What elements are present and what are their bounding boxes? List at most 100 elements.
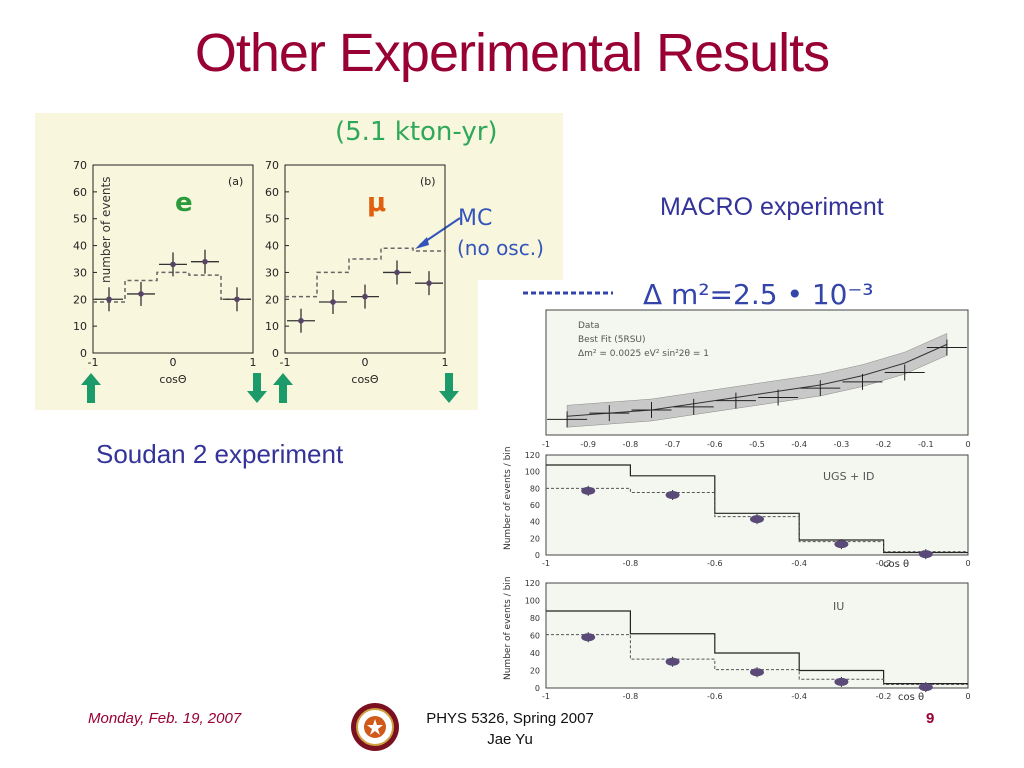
fit-line [567,343,948,417]
soudan-caption: Soudan 2 experiment [96,439,344,469]
macro-p1-xtick-label: -1 [542,440,550,449]
macro-hist-point [665,657,680,666]
macro-mc-histogram [546,610,968,685]
soudan-axes-frame [92,164,254,354]
soudan-xtick-label: 0 [362,356,369,369]
macro-p1-xtick-label: -0.7 [665,440,681,449]
mc-arrow-head [415,237,429,249]
soudan-ytick-label: 70 [265,159,279,172]
data-point [234,296,240,303]
macro-p1-xtick-label: -0.6 [707,440,723,449]
macro-xtick-label: -0.2 [876,559,892,568]
soudan-xtick-label: 0 [170,356,177,369]
soudan-ylabel: number of events [99,177,113,283]
macro-ytick-label: 120 [525,579,540,588]
macro-xlabel-3: cos θ [898,692,924,703]
macro-panel-3-label: IU [833,600,844,613]
panel-tag: (b) [420,175,436,188]
macro-hist-point [918,683,933,692]
footer-course: PHYS 5326, Spring 2007 [426,710,594,727]
macro-ytick-label: 100 [525,468,540,477]
macro-ytick-label: 0 [535,684,540,693]
macro-ylabel-3: Number of events / bin [503,576,513,680]
macro-ytick-label: 80 [530,614,540,623]
macro-hist-point [834,677,849,686]
data-point [106,296,112,303]
university-seal [350,702,400,752]
macro-xlabel-2: cos θ [883,559,909,570]
macro-ytick-label: 120 [525,451,540,460]
macro-ytick-label: 60 [530,501,540,510]
dm2-label: Δ m²=2.5 • 10⁻³ [643,280,874,311]
macro-p1-xtick-label: -0.8 [623,440,639,449]
macro-xtick-label: -0.6 [707,559,723,568]
macro-ytick-label: 100 [525,597,540,606]
macro-p1-xtick-label: -0.9 [580,440,596,449]
macro-xtick-label: -0.6 [707,692,723,701]
macro-hist-point [665,491,680,499]
up-arrow-icon [273,373,293,403]
macro-p1-xtick-label: 0 [965,440,970,449]
soudan-xlabel: cosΘ [159,373,187,386]
down-arrow-icon [439,373,459,403]
macro-xtick-label: 0 [965,559,970,568]
macro-xtick-label: -0.4 [791,692,807,701]
data-point [138,291,144,297]
macro-hist-point [750,668,764,677]
soudan-xtick-label: 1 [250,356,257,369]
soudan-xtick-label: 1 [442,356,449,369]
macro-xtick-label: -1 [542,692,550,701]
soudan-chart: (5.1 kton-yr) number of events MC (no os… [73,117,544,403]
soudan-ytick-label: 0 [80,347,87,360]
macro-p1-xtick-label: -0.3 [834,440,850,449]
soudan-ytick-label: 40 [73,240,87,253]
macro-ytick-label: 60 [530,632,540,641]
soudan-xlabel: cosΘ [351,373,379,386]
macro-xtick-label: 0 [965,692,970,701]
legend-dm2: Δm² = 0.0025 eV² sin²2θ = 1 [578,349,709,359]
data-point [330,299,336,305]
soudan-xtick-label: -1 [280,356,291,369]
panel-symbol: μ [367,188,386,218]
soudan-ytick-label: 0 [272,347,279,360]
data-point [170,261,176,268]
macro-figure: Δ m²=2.5 • 10⁻³ Data Best Fit (5RSU) Δm²… [478,278,990,706]
macro-p1-xtick-label: -0.2 [876,440,892,449]
macro-ytick-label: 40 [530,649,540,658]
data-point [394,269,400,276]
mc-histogram [93,271,253,303]
macro-hist-point [834,540,849,549]
macro-panel-2-frame [545,454,969,556]
soudan-ytick-label: 10 [73,320,87,333]
soudan-ytick-label: 20 [265,293,279,306]
soudan-ytick-label: 60 [73,186,87,199]
macro-ytick-label: 40 [530,518,540,527]
up-arrow-icon [81,373,101,403]
exposure-label: (5.1 kton-yr) [335,117,498,147]
macro-panel-2-label: UGS + ID [823,470,874,483]
macro-ytick-label: 80 [530,484,540,493]
macro-fit-histogram [546,487,968,553]
macro-xtick-label: -0.8 [623,559,639,568]
macro-ytick-label: 20 [530,667,540,676]
panel-symbol: e [175,188,193,218]
soudan-ytick-label: 20 [73,293,87,306]
soudan-ytick-label: 50 [73,213,87,226]
seal-icon [351,703,399,751]
macro-hist-point [581,633,596,642]
macro-p1-xtick-label: -0.1 [918,440,934,449]
soudan-ytick-label: 60 [265,186,279,199]
soudan-ytick-label: 30 [73,266,87,279]
down-arrow-icon [247,373,267,403]
data-point [298,317,304,324]
soudan-ytick-label: 50 [265,213,279,226]
legend-bestfit: Best Fit (5RSU) [578,335,646,345]
macro-xtick-label: -0.2 [876,692,892,701]
soudan-figure: (5.1 kton-yr) number of events MC (no os… [35,113,563,410]
macro-hist-point [581,486,596,495]
macro-ytick-label: 0 [535,551,540,560]
macro-hist-point [918,550,933,559]
legend-data: Data [578,321,600,331]
soudan-ytick-label: 70 [73,159,87,172]
soudan-ytick-label: 30 [265,266,279,279]
